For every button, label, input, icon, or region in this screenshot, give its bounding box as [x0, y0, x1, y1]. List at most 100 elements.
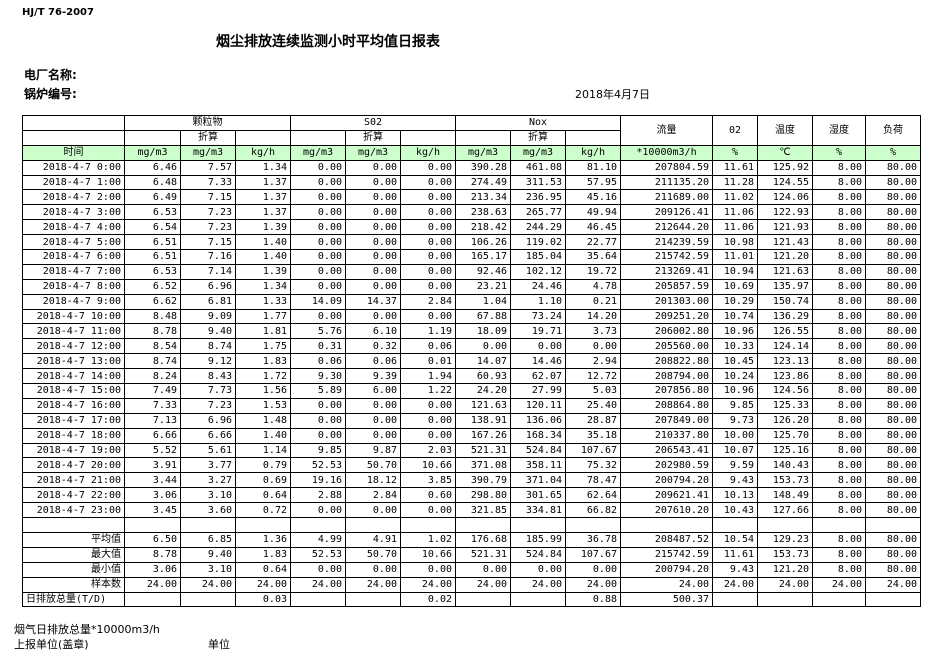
value-cell: 122.93	[757, 204, 813, 221]
plant-label: 电厂名称:	[24, 68, 77, 82]
value-cell: 212644.20	[620, 219, 713, 236]
time-cell: 2018-4-7 3:00	[22, 204, 125, 221]
value-cell: 4.91	[345, 531, 401, 548]
value-cell: 185.04	[510, 249, 566, 265]
value-cell: 23.21	[455, 278, 511, 295]
value-cell: 24.00	[345, 576, 401, 593]
value-cell: 52.53	[290, 546, 346, 563]
value-cell: 8.00	[812, 412, 866, 429]
value-cell: 0.00	[345, 412, 401, 429]
value-cell: 73.24	[510, 308, 566, 325]
value-cell: 1.40	[235, 249, 291, 265]
value-cell: 8.00	[812, 368, 866, 385]
value-cell: 7.49	[124, 383, 181, 399]
column-header: 负荷	[865, 115, 921, 146]
value-cell: 10.24	[712, 368, 758, 385]
time-cell: 2018-4-7 6:00	[22, 249, 125, 265]
value-cell: 24.00	[620, 576, 713, 593]
time-cell: 2018-4-7 23:00	[22, 502, 125, 519]
value-cell: 1.10	[510, 293, 566, 310]
value-cell: 6.50	[124, 531, 181, 548]
value-cell: 1.22	[400, 383, 456, 399]
value-cell: 148.49	[757, 487, 813, 504]
value-cell: 107.67	[565, 546, 621, 563]
value-cell: 24.00	[124, 576, 181, 593]
value-cell: 0.00	[400, 397, 456, 414]
value-cell: 0.00	[345, 174, 401, 191]
value-cell: 6.62	[124, 293, 181, 310]
value-cell: 80.00	[865, 457, 921, 474]
unit-stamp-label: 上报单位(盖章)	[14, 638, 89, 651]
total-row: 日排放总量(T/D) 0.03 0.02 0.88 500.37	[22, 591, 921, 608]
data-row: 2018-4-7 12:00 8.54 8.74 1.75 0.31 0.32 0.06 0.…	[22, 338, 921, 355]
value-cell: 200794.20	[620, 561, 713, 578]
value-cell: 9.85	[290, 442, 346, 459]
value-cell: 3.06	[124, 561, 181, 578]
value-cell: 129.23	[757, 531, 813, 548]
value-cell: 165.17	[455, 249, 511, 265]
value-cell: 8.24	[124, 368, 181, 385]
time-cell: 2018-4-7 1:00	[22, 174, 125, 191]
unit-header: mg/m3	[345, 144, 401, 161]
value-cell: 135.97	[757, 278, 813, 295]
blank-cell	[290, 517, 346, 533]
spacer-row	[22, 517, 921, 533]
value-cell: 3.45	[124, 502, 181, 519]
value-cell: 1.04	[455, 293, 511, 310]
value-cell: 153.73	[757, 546, 813, 563]
value-cell: 0.00	[510, 338, 566, 355]
group-header: Nox	[455, 115, 621, 131]
value-cell: 14.37	[345, 293, 401, 310]
value-cell: 0.00	[290, 308, 346, 325]
value-cell: 8.00	[812, 189, 866, 206]
summary-label: 平均值	[22, 531, 125, 548]
blank-cell	[455, 129, 511, 146]
value-cell: 8.00	[812, 397, 866, 414]
value-cell: 7.23	[180, 204, 236, 221]
value-cell: 8.00	[812, 487, 866, 504]
value-cell: 25.40	[565, 397, 621, 414]
value-cell: 10.96	[712, 383, 758, 399]
value-cell: 215742.59	[620, 546, 713, 563]
value-cell: 9.73	[712, 412, 758, 429]
value-cell: 7.73	[180, 383, 236, 399]
value-cell: 7.15	[180, 234, 236, 251]
value-cell: 35.64	[565, 249, 621, 265]
time-cell: 2018-4-7 18:00	[22, 427, 125, 444]
time-cell: 2018-4-7 15:00	[22, 383, 125, 399]
value-cell: 121.63	[455, 397, 511, 414]
value-cell: 211135.20	[620, 174, 713, 191]
value-cell: 0.69	[235, 472, 291, 489]
value-cell: 67.88	[455, 308, 511, 325]
blank-cell	[400, 129, 456, 146]
value-cell: 0.00	[400, 412, 456, 429]
value-cell: 0.00	[345, 249, 401, 265]
value-cell	[865, 591, 921, 608]
value-cell: 3.73	[565, 323, 621, 340]
value-cell: 2.94	[565, 353, 621, 370]
value-cell	[290, 591, 346, 608]
value-cell	[345, 591, 401, 608]
value-cell: 0.00	[400, 174, 456, 191]
blank-cell	[510, 517, 566, 533]
value-cell: 22.77	[565, 234, 621, 251]
value-cell: 80.00	[865, 219, 921, 236]
value-cell: 209126.41	[620, 204, 713, 221]
value-cell: 80.00	[865, 502, 921, 519]
value-cell: 136.06	[510, 412, 566, 429]
value-cell: 461.08	[510, 159, 566, 176]
value-cell: 27.99	[510, 383, 566, 399]
value-cell: 8.00	[812, 204, 866, 221]
value-cell: 119.02	[510, 234, 566, 251]
standard: HJ/T 76-2007	[22, 7, 94, 18]
value-cell: 8.00	[812, 338, 866, 355]
value-cell: 10.69	[712, 278, 758, 295]
blank-cell	[620, 517, 713, 533]
value-cell: 80.00	[865, 189, 921, 206]
value-cell: 136.29	[757, 308, 813, 325]
value-cell: 8.00	[812, 531, 866, 548]
value-cell: 244.29	[510, 219, 566, 236]
value-cell: 80.00	[865, 338, 921, 355]
summary-row: 平均值 6.50 6.85 1.36 4.99 4.91 1.02 176.68 185.99 3…	[22, 531, 921, 548]
